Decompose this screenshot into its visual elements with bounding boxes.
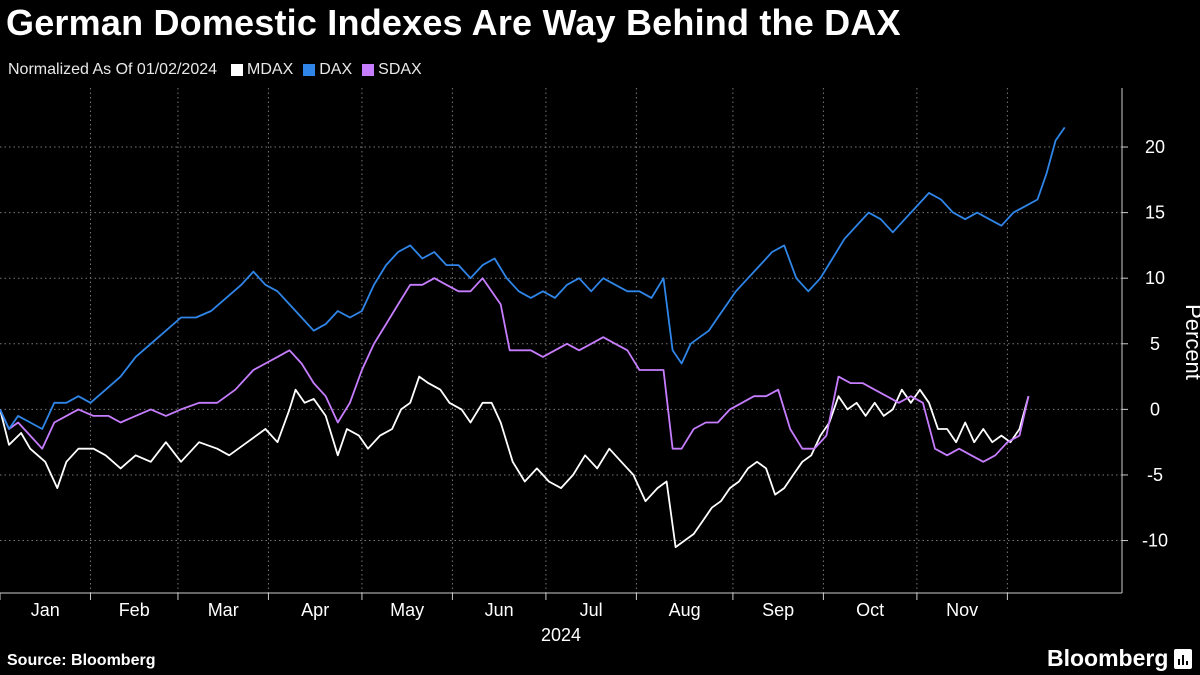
- legend-item-sdax: SDAX: [362, 61, 422, 79]
- x-tick-label: Apr: [301, 600, 329, 620]
- legend-swatch-dax: [303, 64, 316, 76]
- y-tick-label: 20: [1145, 137, 1165, 157]
- bloomberg-logo: Bloomberg: [1047, 645, 1193, 672]
- legend-label-dax: DAX: [319, 61, 353, 78]
- chart-title: German Domestic Indexes Are Way Behind t…: [6, 2, 901, 43]
- x-tick-label: Sep: [762, 600, 794, 620]
- y-tick-label: 10: [1145, 268, 1165, 288]
- series-line-dax: [0, 126, 1066, 430]
- series-line-mdax: [0, 375, 1030, 548]
- x-tick-label: Nov: [946, 600, 978, 620]
- x-tick-label: Mar: [208, 600, 239, 620]
- x-tick-label: Feb: [119, 600, 150, 620]
- y-axis-label: Percent: [1181, 304, 1200, 380]
- series-line-sdax: [0, 277, 1030, 463]
- bloomberg-chart-icon: [1174, 648, 1193, 669]
- brand-name: Bloomberg: [1047, 645, 1169, 671]
- y-tick-label: 5: [1150, 334, 1160, 354]
- legend-label-sdax: SDAX: [378, 61, 422, 78]
- legend: Normalized As Of 01/02/2024 MDAX DAX SDA…: [8, 61, 432, 79]
- y-tick-label: 15: [1145, 203, 1165, 223]
- legend-label-mdax: MDAX: [247, 61, 294, 78]
- y-tick-label: -5: [1147, 465, 1163, 485]
- chart-subtitle: Normalized As Of 01/02/2024: [8, 61, 218, 78]
- y-tick-label: -10: [1142, 531, 1168, 551]
- legend-item-mdax: MDAX: [231, 61, 293, 79]
- legend-swatch-mdax: [231, 64, 244, 76]
- y-tick-label: 0: [1150, 399, 1160, 419]
- source-note: Source: Bloomberg: [7, 652, 156, 669]
- legend-swatch-sdax: [362, 64, 375, 76]
- x-tick-label: Jul: [580, 600, 603, 620]
- legend-item-dax: DAX: [303, 61, 352, 79]
- x-tick-label: Oct: [856, 600, 884, 620]
- x-axis-label: 2024: [541, 625, 581, 645]
- x-tick-label: May: [390, 600, 424, 620]
- x-tick-label: Jun: [485, 600, 514, 620]
- x-tick-label: Jan: [31, 600, 60, 620]
- x-tick-label: Aug: [669, 600, 701, 620]
